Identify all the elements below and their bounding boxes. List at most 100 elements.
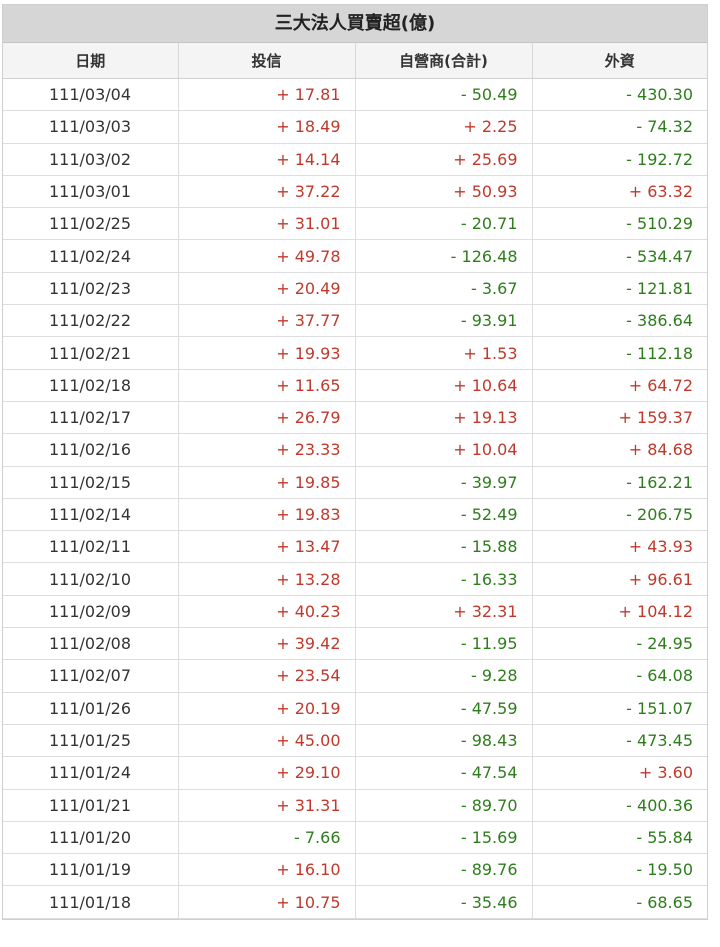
date-cell: 111/03/02	[3, 143, 179, 176]
foreign-cell: - 206.75	[532, 498, 707, 532]
dealer-cell: - 93.91	[355, 304, 533, 338]
investment-trust-cell: + 23.33	[178, 433, 356, 467]
investment-trust-cell: + 31.31	[178, 789, 356, 822]
investment-trust-cell: - 7.66	[178, 821, 356, 855]
foreign-cell: - 400.36	[532, 789, 707, 822]
table-row: 111/03/04 + 17.81- 50.49- 430.30	[3, 78, 707, 112]
table-row: 111/02/15 + 19.85- 39.97- 162.21	[3, 466, 707, 499]
table-row: 111/02/10 + 13.28- 16.33 + 96.61	[3, 562, 707, 596]
date-cell: 111/03/03	[3, 110, 179, 144]
column-header-foreign: 外資	[532, 43, 707, 79]
investment-trust-cell: + 31.01	[178, 207, 356, 241]
foreign-cell: - 473.45	[532, 724, 707, 758]
column-header-date: 日期	[3, 43, 179, 79]
institutional-trading-table: 日期 投信 自營商(合計) 外資 111/03/04 + 17.81- 50.49…	[3, 43, 707, 919]
investment-trust-cell: + 16.10	[178, 853, 356, 887]
date-cell: 111/02/16	[3, 433, 179, 467]
table-row: 111/03/02 + 14.14 + 25.69- 192.72	[3, 143, 707, 176]
investment-trust-cell: + 23.54	[178, 659, 356, 693]
foreign-cell: - 68.65	[532, 885, 707, 919]
table-row: 111/01/26 + 20.19- 47.59- 151.07	[3, 692, 707, 725]
investment-trust-cell: + 29.10	[178, 756, 356, 790]
foreign-cell: + 43.93	[532, 530, 707, 564]
date-cell: 111/01/21	[3, 789, 179, 822]
investment-trust-cell: + 19.83	[178, 498, 356, 532]
foreign-cell: - 151.07	[532, 692, 707, 725]
institutional-trading-table-panel: 三大法人買賣超(億) 日期 投信 自營商(合計) 外資 111/03/04 + 1…	[2, 4, 708, 920]
foreign-cell: - 192.72	[532, 143, 707, 176]
table-row: 111/01/24 + 29.10- 47.54 + 3.60	[3, 756, 707, 790]
dealer-cell: - 20.71	[355, 207, 533, 241]
column-header-investment-trust: 投信	[178, 43, 356, 79]
foreign-cell: + 3.60	[532, 756, 707, 790]
foreign-cell: - 534.47	[532, 239, 707, 273]
header-row: 日期 投信 自營商(合計) 外資	[3, 43, 707, 79]
date-cell: 111/01/20	[3, 821, 179, 855]
dealer-cell: - 98.43	[355, 724, 533, 758]
table-row: 111/01/20- 7.66- 15.69- 55.84	[3, 821, 707, 855]
foreign-cell: - 386.64	[532, 304, 707, 338]
foreign-cell: + 104.12	[532, 595, 707, 629]
dealer-cell: - 9.28	[355, 659, 533, 693]
date-cell: 111/03/04	[3, 78, 179, 112]
dealer-cell: - 89.76	[355, 853, 533, 887]
date-cell: 111/01/26	[3, 692, 179, 725]
table-title: 三大法人買賣超(億)	[3, 5, 707, 43]
dealer-cell: + 10.04	[355, 433, 533, 467]
investment-trust-cell: + 37.77	[178, 304, 356, 338]
foreign-cell: - 19.50	[532, 853, 707, 887]
table-row: 111/02/25 + 31.01- 20.71- 510.29	[3, 207, 707, 241]
table-row: 111/02/21 + 19.93 + 1.53- 112.18	[3, 336, 707, 370]
dealer-cell: - 3.67	[355, 272, 533, 306]
date-cell: 111/02/21	[3, 336, 179, 370]
table-row: 111/02/09 + 40.23 + 32.31 + 104.12	[3, 595, 707, 629]
investment-trust-cell: + 49.78	[178, 239, 356, 273]
dealer-cell: - 15.88	[355, 530, 533, 564]
date-cell: 111/02/25	[3, 207, 179, 241]
dealer-cell: + 19.13	[355, 401, 533, 435]
foreign-cell: + 63.32	[532, 175, 707, 209]
table-row: 111/03/01 + 37.22 + 50.93 + 63.32	[3, 175, 707, 209]
table-row: 111/02/18 + 11.65 + 10.64 + 64.72	[3, 369, 707, 402]
investment-trust-cell: + 20.19	[178, 692, 356, 725]
date-cell: 111/02/23	[3, 272, 179, 306]
table-row: 111/02/08 + 39.42- 11.95- 24.95	[3, 627, 707, 661]
foreign-cell: + 159.37	[532, 401, 707, 435]
date-cell: 111/02/24	[3, 239, 179, 273]
date-cell: 111/02/11	[3, 530, 179, 564]
table-row: 111/02/16 + 23.33 + 10.04 + 84.68	[3, 433, 707, 467]
date-cell: 111/01/24	[3, 756, 179, 790]
date-cell: 111/02/09	[3, 595, 179, 629]
table-row: 111/01/19 + 16.10- 89.76- 19.50	[3, 853, 707, 887]
foreign-cell: - 24.95	[532, 627, 707, 661]
foreign-cell: - 510.29	[532, 207, 707, 241]
foreign-cell: - 64.08	[532, 659, 707, 693]
date-cell: 111/02/22	[3, 304, 179, 338]
date-cell: 111/02/14	[3, 498, 179, 532]
date-cell: 111/03/01	[3, 175, 179, 209]
table-row: 111/02/24 + 49.78- 126.48- 534.47	[3, 239, 707, 273]
date-cell: 111/02/08	[3, 627, 179, 661]
foreign-cell: - 55.84	[532, 821, 707, 855]
table-row: 111/01/18 + 10.75- 35.46- 68.65	[3, 885, 707, 919]
dealer-cell: + 1.53	[355, 336, 533, 370]
table-row: 111/02/22 + 37.77- 93.91- 386.64	[3, 304, 707, 338]
foreign-cell: + 96.61	[532, 562, 707, 596]
dealer-cell: - 35.46	[355, 885, 533, 919]
investment-trust-cell: + 39.42	[178, 627, 356, 661]
foreign-cell: + 84.68	[532, 433, 707, 467]
column-header-dealer: 自營商(合計)	[355, 43, 533, 79]
table-row: 111/02/23 + 20.49- 3.67- 121.81	[3, 272, 707, 306]
foreign-cell: - 121.81	[532, 272, 707, 306]
dealer-cell: - 126.48	[355, 239, 533, 273]
investment-trust-cell: + 19.85	[178, 466, 356, 499]
table-row: 111/02/14 + 19.83- 52.49- 206.75	[3, 498, 707, 532]
dealer-cell: - 11.95	[355, 627, 533, 661]
date-cell: 111/02/18	[3, 369, 179, 402]
dealer-cell: - 50.49	[355, 78, 533, 112]
investment-trust-cell: + 14.14	[178, 143, 356, 176]
investment-trust-cell: + 18.49	[178, 110, 356, 144]
investment-trust-cell: + 20.49	[178, 272, 356, 306]
dealer-cell: + 32.31	[355, 595, 533, 629]
investment-trust-cell: + 40.23	[178, 595, 356, 629]
